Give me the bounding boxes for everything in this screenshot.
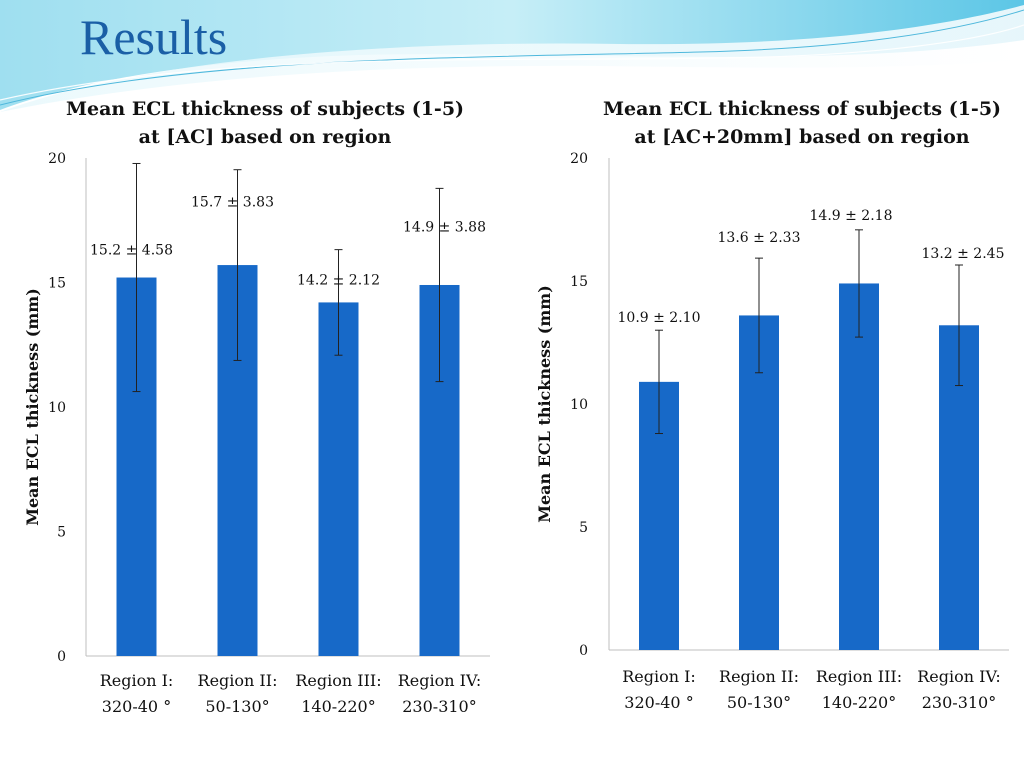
chart-title-line: Mean ECL thickness of subjects (1-5) [603,98,1001,120]
y-tick-label: 20 [48,151,66,167]
y-tick-label: 10 [48,400,66,416]
data-label: 13.2 ± 2.45 [922,246,1005,262]
data-label: 15.7 ± 3.83 [191,195,274,211]
data-label: 13.6 ± 2.33 [718,230,801,246]
category-label: Region III: [816,667,902,686]
category-label: Region II: [198,671,278,690]
category-label: 230-310° [402,697,476,716]
y-tick-label: 5 [57,525,66,541]
y-tick-label: 10 [570,397,588,413]
chart-title-line: Mean ECL thickness of subjects (1-5) [66,98,464,120]
y-tick-label: 15 [570,274,588,290]
y-tick-label: 0 [57,649,66,665]
chart-ac: Mean ECL thickness of subjects (1-5) at [… [23,98,490,716]
header-wave-decoration [0,0,1024,112]
category-label: Region I: [100,671,174,690]
category-label: 140-220° [822,693,896,712]
y-tick-label: 0 [579,643,588,659]
category-label: 50-130° [727,693,791,712]
data-label: 14.9 ± 3.88 [403,219,486,235]
y-axis-label: Mean ECL thickness (mm) [535,285,554,523]
category-label: 320-40 ° [624,693,693,712]
chart-title-line: at [AC] based on region [139,126,392,148]
category-label: Region IV: [917,667,1001,686]
data-label: 14.2 ± 2.12 [297,273,380,289]
data-label: 10.9 ± 2.10 [618,310,701,326]
chart-ac-20mm: Mean ECL thickness of subjects (1-5) at [… [535,98,1009,712]
slide-title: Results [80,9,228,65]
category-label: Region IV: [398,671,482,690]
category-label: 140-220° [301,697,375,716]
data-label: 14.9 ± 2.18 [810,208,893,224]
data-label: 15.2 ± 4.58 [90,242,173,258]
category-label: 50-130° [205,697,269,716]
category-label: Region III: [295,671,381,690]
category-label: Region I: [622,667,696,686]
y-axis-label: Mean ECL thickness (mm) [23,288,42,526]
bar [318,302,359,656]
bar [839,283,879,650]
y-tick-label: 5 [579,520,588,536]
category-label: Region II: [719,667,799,686]
category-label: 230-310° [922,693,996,712]
y-tick-label: 20 [570,151,588,167]
y-tick-label: 15 [48,276,66,292]
chart-title-line: at [AC+20mm] based on region [634,126,969,148]
category-label: 320-40 ° [102,697,171,716]
